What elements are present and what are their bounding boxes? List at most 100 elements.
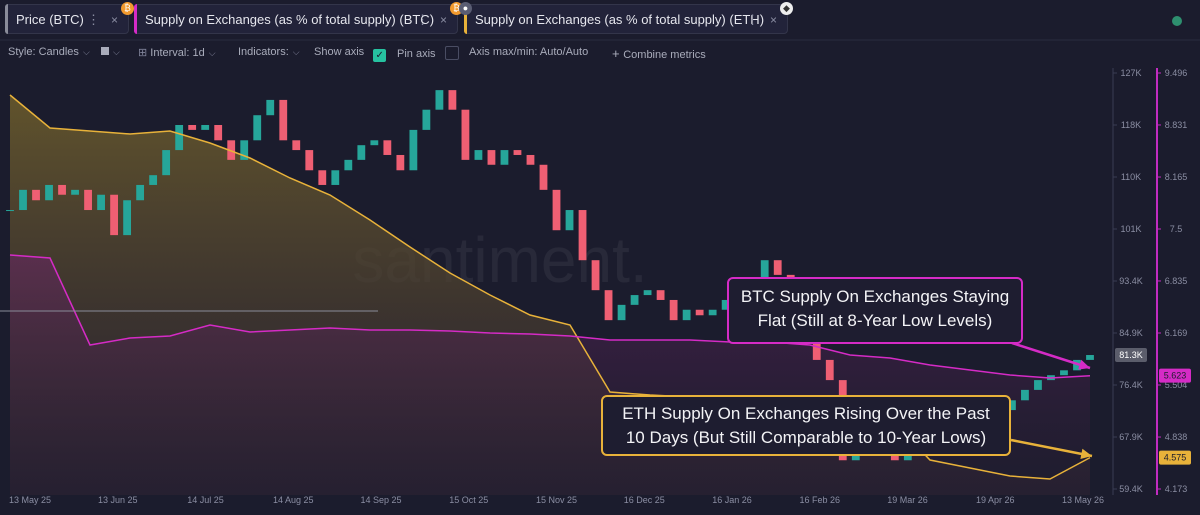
candle [708,309,717,316]
candle [188,125,197,130]
y-tick-label: 127K [1120,68,1141,78]
candle [721,299,730,310]
status-dot [1172,16,1182,26]
x-tick-label: 19 Apr 26 [976,495,1015,505]
last-value-tag [1115,348,1147,363]
interval-select[interactable]: ⊞ Interval: 1d ⌵ [138,47,216,59]
candle [110,194,118,236]
candle [344,159,353,171]
candle [149,175,158,185]
candle [1008,400,1016,411]
y2-tick-label: 4.838 [1165,432,1188,442]
color-select[interactable]: ⌵ [101,46,120,58]
candle [253,115,262,141]
candle [318,170,327,185]
x-tick-label: 16 Jan 26 [712,495,752,505]
candle [1086,355,1094,360]
combine-metrics[interactable]: + Combine metrics [612,46,706,61]
candle [58,184,66,195]
candle [435,90,444,110]
label: Axis max/min: Auto/Auto [469,46,589,58]
candle [1060,370,1068,376]
candle [266,99,275,116]
x-tick-label: 13 May 26 [1062,495,1104,505]
candle [227,140,236,160]
tab[interactable]: Supply on Exchanges (as % of total suppl… [134,2,463,34]
y-tick-label: 101K [1120,224,1141,234]
last-value-tag [1159,368,1191,383]
x-tick-label: 19 Mar 26 [887,495,928,505]
candle [305,150,314,171]
y2-tick-label: 8.831 [1165,120,1188,130]
candle [461,109,470,160]
annotation: BTC Supply On Exchanges Staying Flat (St… [727,277,1023,344]
candle [487,150,496,165]
candle [552,189,561,231]
candle [383,140,392,155]
candle [175,125,184,151]
y-tick-label: 110K [1121,172,1141,182]
arrow-head [1080,448,1092,460]
y2-tick-label: 4.173 [1165,484,1188,494]
tab[interactable]: Supply on Exchanges (as % of total suppl… [459,2,793,34]
y2-tick-label: 6.835 [1165,276,1188,286]
candle [1021,389,1029,401]
candle [539,164,548,190]
x-tick-label: 14 Sep 25 [360,495,401,505]
candle [240,140,249,160]
last-value-tag [1159,450,1191,465]
y-tick-label: 76.4K [1119,380,1143,390]
y2-tick-label: 7.5 [1170,224,1183,234]
candle [669,299,678,321]
candle [32,189,40,201]
y2-tick-label: 5.504 [1165,380,1188,390]
y-tick-label: 93.4K [1119,276,1143,286]
candle [71,189,79,195]
candle [604,290,613,321]
label: Interval: 1d [150,47,205,59]
candle [6,210,14,212]
candle [162,150,171,176]
arrow-head [1078,359,1090,370]
candle [331,170,340,185]
candle [578,210,587,261]
candle [513,150,522,155]
candle [474,150,483,160]
last-value-label: 4.575 [1164,453,1187,463]
line [9,254,1091,379]
label: Combine metrics [623,49,706,61]
x-tick-label: 16 Feb 26 [799,495,840,505]
arrow [1011,341,1091,370]
indicators[interactable]: Indicators: ⌵ [238,46,300,58]
candle [422,109,431,130]
annotation: ETH Supply On Exchanges Rising Over the … [601,395,1011,456]
tab[interactable]: Price (BTC) ⋮ × ₿ [5,2,134,34]
candle [695,309,704,316]
y2-tick-label: 9.496 [1165,68,1188,78]
show-axis[interactable]: Show axis ✓ [314,46,387,62]
candle [45,184,53,201]
candle [1034,380,1042,390]
candle [214,125,223,141]
axis-minmax[interactable]: Axis max/min: Auto/Auto [469,46,588,58]
candle [617,304,626,321]
candle [19,189,27,211]
candle [279,99,288,141]
y-tick-label: 67.9K [1119,432,1143,442]
pin-axis[interactable]: Pin axis [397,46,459,60]
candle [500,150,509,165]
x-tick-label: 13 May 25 [9,495,51,505]
y2-tick-label: 8.165 [1165,172,1188,182]
candle [123,200,132,236]
y-tick-label: 59.4K [1119,484,1143,494]
candle [643,290,652,296]
candle [565,210,574,231]
style-select[interactable]: Style: Candles ⌵ [8,46,90,58]
candle [773,260,782,275]
candle [682,309,691,321]
x-tick-label: 16 Dec 25 [624,495,665,505]
candle [84,189,92,211]
candle [370,140,379,146]
candle [630,295,639,305]
